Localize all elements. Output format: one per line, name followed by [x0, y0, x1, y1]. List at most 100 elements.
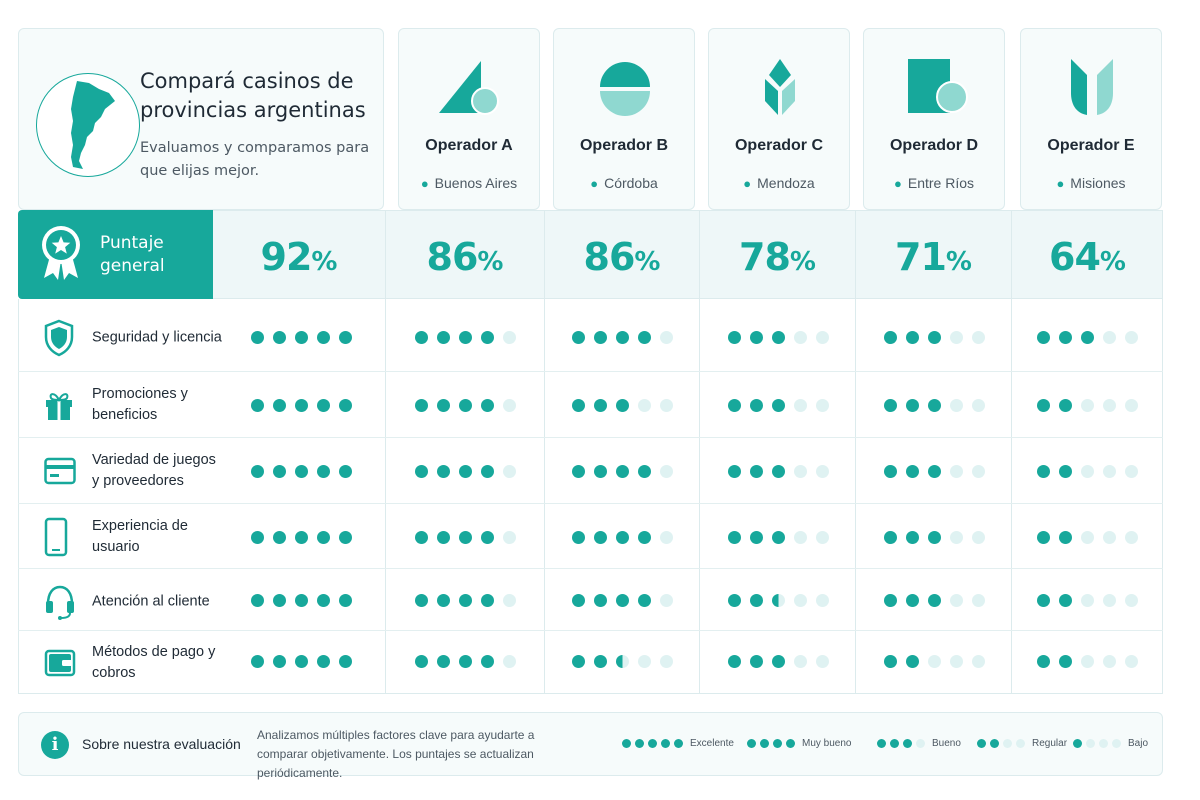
rating-dots [572, 399, 673, 412]
rating-dot [1081, 594, 1094, 607]
operator-card-b[interactable]: Operador B ● Córdoba [553, 28, 695, 210]
overall-score-text: Puntaje general [100, 233, 165, 276]
legend-dot [622, 739, 631, 748]
rating-dot [339, 531, 352, 544]
location-pin-icon: ● [743, 176, 752, 191]
rating-dot [339, 331, 352, 344]
rating-dot [459, 331, 472, 344]
operator-card-a[interactable]: Operador A ● Buenos Aires [398, 28, 540, 210]
rating-dot [251, 399, 264, 412]
rating-dot [295, 655, 308, 668]
location-text: Buenos Aires [434, 175, 518, 191]
rating-dots [728, 655, 829, 668]
location-pin-icon: ● [1056, 176, 1065, 191]
rating-dot [1037, 399, 1050, 412]
intro-card: Compará casinos de provincias argentinas… [18, 28, 384, 210]
rating-dot [972, 531, 985, 544]
legend-dot [760, 739, 769, 748]
rating-dot [317, 399, 330, 412]
card-icon [44, 457, 76, 484]
rating-dot [816, 331, 829, 344]
legend-dots [622, 739, 683, 748]
legend-dot [1016, 739, 1025, 748]
rating-dot [950, 655, 963, 668]
rating-dot [928, 594, 941, 607]
rating-dot [928, 465, 941, 478]
criterion-label: Atención al cliente [92, 593, 210, 609]
rating-dot [1125, 331, 1138, 344]
overall-score-label: Puntaje general [18, 210, 213, 299]
operator-card-d[interactable]: Operador D ● Entre Ríos [863, 28, 1005, 210]
rating-dot [481, 531, 494, 544]
rating-dot [594, 655, 607, 668]
criterion-label: Experiencia de usuario [92, 517, 188, 555]
location-text: Entre Ríos [907, 175, 974, 191]
rating-dot [1125, 465, 1138, 478]
rating-dot [1059, 594, 1072, 607]
percent-sign: % [311, 247, 338, 277]
score-value: 78 [739, 235, 791, 279]
rating-dot [906, 531, 919, 544]
rating-dot [616, 331, 629, 344]
percent-sign: % [789, 247, 816, 277]
operator-name: Operador D [889, 137, 978, 154]
rating-dots [1037, 465, 1138, 478]
rating-dot [750, 465, 763, 478]
rating-dot [415, 399, 428, 412]
rating-dots [415, 594, 516, 607]
rating-dots [415, 465, 516, 478]
gift-icon [46, 392, 72, 420]
rating-dot [928, 655, 941, 668]
rating-dot [415, 655, 428, 668]
score-cell-2: 86% [545, 210, 699, 299]
triangle-circle-logo [435, 57, 505, 121]
wallet-icon [44, 649, 76, 676]
rating-dots [572, 594, 673, 607]
rating-dot [816, 465, 829, 478]
operator-card-e[interactable]: Operador E ● Misiones [1020, 28, 1162, 210]
operator-card-c[interactable]: Operador C ● Mendoza [708, 28, 850, 210]
rating-dot [503, 531, 516, 544]
rating-dot [572, 655, 585, 668]
rating-dots [251, 531, 352, 544]
legend-label: Muy bueno [802, 738, 852, 749]
page-title: Compará casinos de provincias argentinas [140, 69, 366, 122]
rating-dot [772, 331, 785, 344]
rating-dot [728, 594, 741, 607]
rating-dot [794, 465, 807, 478]
rating-dot [884, 399, 897, 412]
rating-dot [772, 655, 785, 668]
rating-dot [950, 594, 963, 607]
rating-dot [1081, 331, 1094, 344]
rating-dot [481, 399, 494, 412]
rating-dot [437, 531, 450, 544]
rating-dot [616, 465, 629, 478]
rating-dots [572, 655, 673, 668]
rating-dots [1037, 399, 1138, 412]
rating-dots [251, 465, 352, 478]
rating-dot [1081, 531, 1094, 544]
rating-dot [481, 331, 494, 344]
criterion-label: Métodos de pago y cobros [92, 643, 216, 681]
legend-dot [903, 739, 912, 748]
score-value: 71 [895, 235, 947, 279]
criterion-promotions: Promociones y beneficios [18, 372, 213, 437]
legend-dots [877, 739, 925, 748]
legend-label: Excelente [690, 738, 734, 749]
column-divider [855, 210, 856, 694]
score-cell-4: 71% [856, 210, 1011, 299]
rating-dot [415, 594, 428, 607]
rating-dot [884, 331, 897, 344]
square-circle-logo [900, 57, 970, 123]
rating-dot [906, 399, 919, 412]
location-pin-icon: ● [420, 176, 429, 191]
rating-dot [481, 465, 494, 478]
rating-dot [339, 399, 352, 412]
rating-dot [660, 655, 673, 668]
rating-dot [906, 594, 919, 607]
rating-dot [251, 594, 264, 607]
criterion-support: Atención al cliente [18, 569, 213, 634]
footer-note: i Sobre nuestra evaluación Analizamos mú… [18, 712, 1163, 780]
rating-dot [972, 399, 985, 412]
score-cell-1: 86% [386, 210, 544, 299]
